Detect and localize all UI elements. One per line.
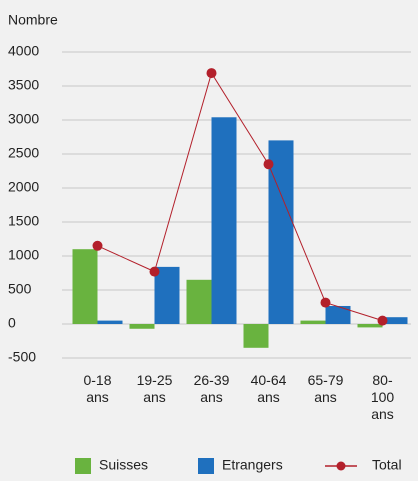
y-tick-label: 500 — [8, 281, 32, 297]
marker — [92, 240, 103, 251]
legend-marker — [336, 461, 346, 471]
y-tick-label: 3000 — [8, 111, 39, 127]
bar — [382, 317, 408, 324]
y-tick-label: 3500 — [8, 77, 39, 93]
y-tick-label: 1500 — [8, 213, 39, 229]
y-tick-label: 2500 — [8, 145, 39, 161]
bar — [129, 324, 155, 329]
marker — [149, 266, 160, 277]
y-tick-label: -500 — [8, 349, 36, 365]
y-tick-label: 0 — [8, 315, 16, 331]
legend-swatch — [198, 458, 214, 474]
line — [97, 71, 383, 322]
bar — [97, 320, 123, 324]
legend-swatch — [75, 458, 91, 474]
bar — [72, 249, 98, 324]
bar — [300, 320, 326, 324]
y-tick-label: 1000 — [8, 247, 39, 263]
legend-label: Etrangers — [222, 457, 283, 473]
x-tick-label: 65-79 ans — [307, 372, 344, 405]
marker — [377, 315, 388, 326]
legend-label: Suisses — [99, 457, 148, 473]
y-axis-label: Nombre — [8, 12, 58, 28]
y-tick-label: 2000 — [8, 179, 39, 195]
bar — [268, 140, 294, 324]
x-tick-label: 40-64 ans — [250, 372, 287, 405]
marker — [263, 159, 274, 170]
bar — [154, 266, 180, 324]
bar — [243, 324, 269, 348]
x-tick-label: 0-18 ans — [83, 372, 112, 405]
bar — [357, 324, 383, 328]
bar — [325, 305, 351, 324]
x-tick-label: 26-39 ans — [193, 372, 230, 405]
x-tick-label: 80-100 ans — [370, 372, 395, 422]
y-tick-label: 4000 — [8, 43, 39, 59]
marker — [206, 68, 217, 79]
marker — [320, 297, 331, 308]
x-tick-label: 19-25 ans — [136, 372, 173, 405]
bar — [186, 279, 212, 324]
legend-label: Total — [372, 457, 402, 473]
bar — [211, 117, 237, 324]
